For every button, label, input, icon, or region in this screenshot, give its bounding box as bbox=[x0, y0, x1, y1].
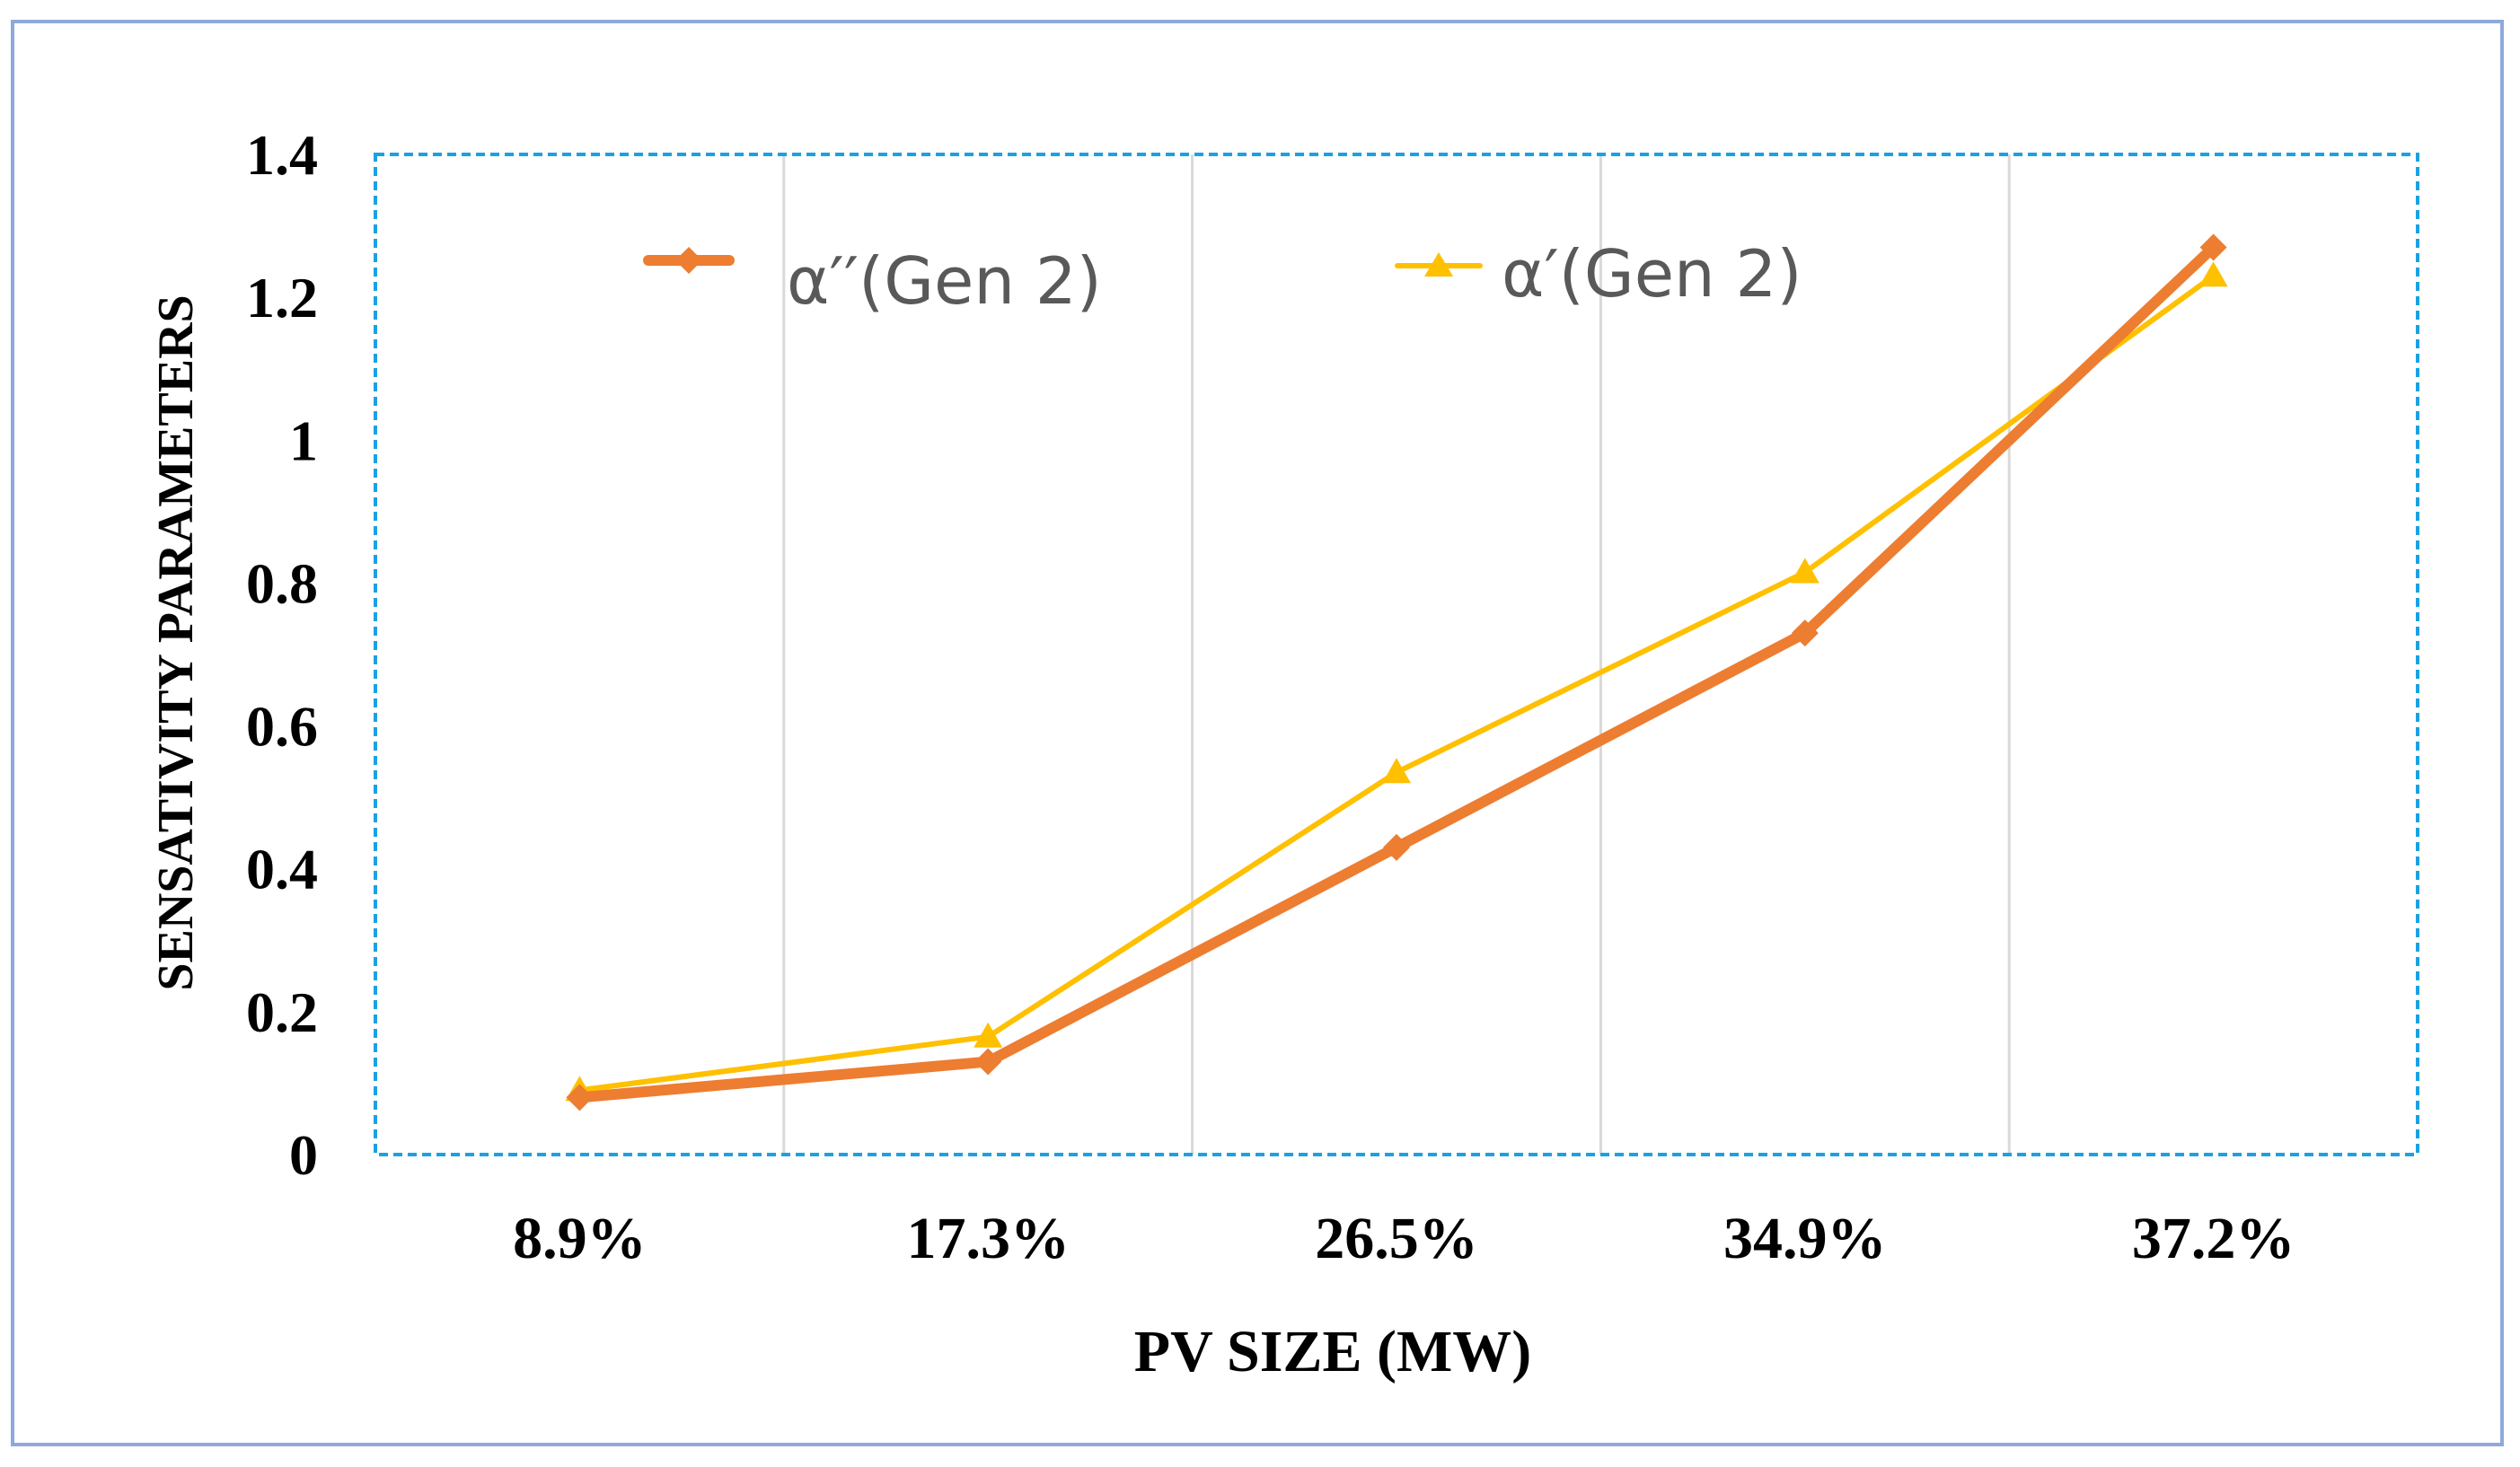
gridlines bbox=[782, 154, 2011, 1155]
data-point-marker-diamond bbox=[974, 1048, 1002, 1076]
data-point-marker-diamond bbox=[1791, 619, 1819, 647]
legend: α′′(Gen 2) α′(Gen 2) bbox=[643, 236, 1802, 319]
y-tick-label: 1 bbox=[289, 408, 318, 472]
data-point-marker-diamond bbox=[1383, 833, 1410, 861]
y-tick-label: 0.2 bbox=[246, 980, 318, 1044]
legend-marker-diamond bbox=[675, 247, 702, 274]
data-point-marker-triangle bbox=[1382, 758, 1411, 784]
y-tick-label: 1.4 bbox=[246, 123, 318, 187]
x-tick-label: 8.9% bbox=[513, 1206, 647, 1271]
x-axis-label: PV SIZE (MW) bbox=[1134, 1319, 1531, 1384]
series-lines bbox=[565, 233, 2228, 1111]
x-axis-ticks: 8.9% 17.3% 26.5% 34.9% 37.2% bbox=[513, 1206, 2295, 1271]
x-tick-label: 34.9% bbox=[1723, 1206, 1887, 1271]
data-point-marker-diamond bbox=[2199, 233, 2227, 261]
plot-area-border bbox=[374, 153, 2419, 1156]
legend-marker-triangle bbox=[1424, 252, 1453, 277]
y-tick-label: 0.8 bbox=[246, 551, 318, 615]
legend-label-alpha-double-prime: α′′(Gen 2) bbox=[787, 243, 1102, 319]
data-point-marker-triangle bbox=[974, 1022, 1003, 1048]
y-axis-ticks: 0 0.2 0.4 0.6 0.8 1 1.2 1.4 bbox=[246, 123, 318, 1187]
data-point-marker-triangle bbox=[1790, 558, 1820, 584]
chart-frame bbox=[11, 20, 2504, 1446]
y-tick-label: 0 bbox=[289, 1123, 318, 1187]
y-tick-label: 0.6 bbox=[246, 695, 318, 759]
data-point-marker-diamond bbox=[566, 1084, 594, 1111]
legend-label-alpha-prime: α′(Gen 2) bbox=[1502, 236, 1802, 312]
x-tick-label: 26.5% bbox=[1315, 1206, 1478, 1271]
y-tick-label: 0.4 bbox=[246, 838, 318, 901]
y-axis-label: SENSATIVITY PARAMETERS bbox=[148, 294, 204, 990]
data-point-marker-triangle bbox=[2198, 261, 2228, 287]
x-tick-label: 17.3% bbox=[906, 1206, 1070, 1271]
y-tick-label: 1.2 bbox=[246, 266, 318, 329]
x-tick-label: 37.2% bbox=[2132, 1206, 2295, 1271]
